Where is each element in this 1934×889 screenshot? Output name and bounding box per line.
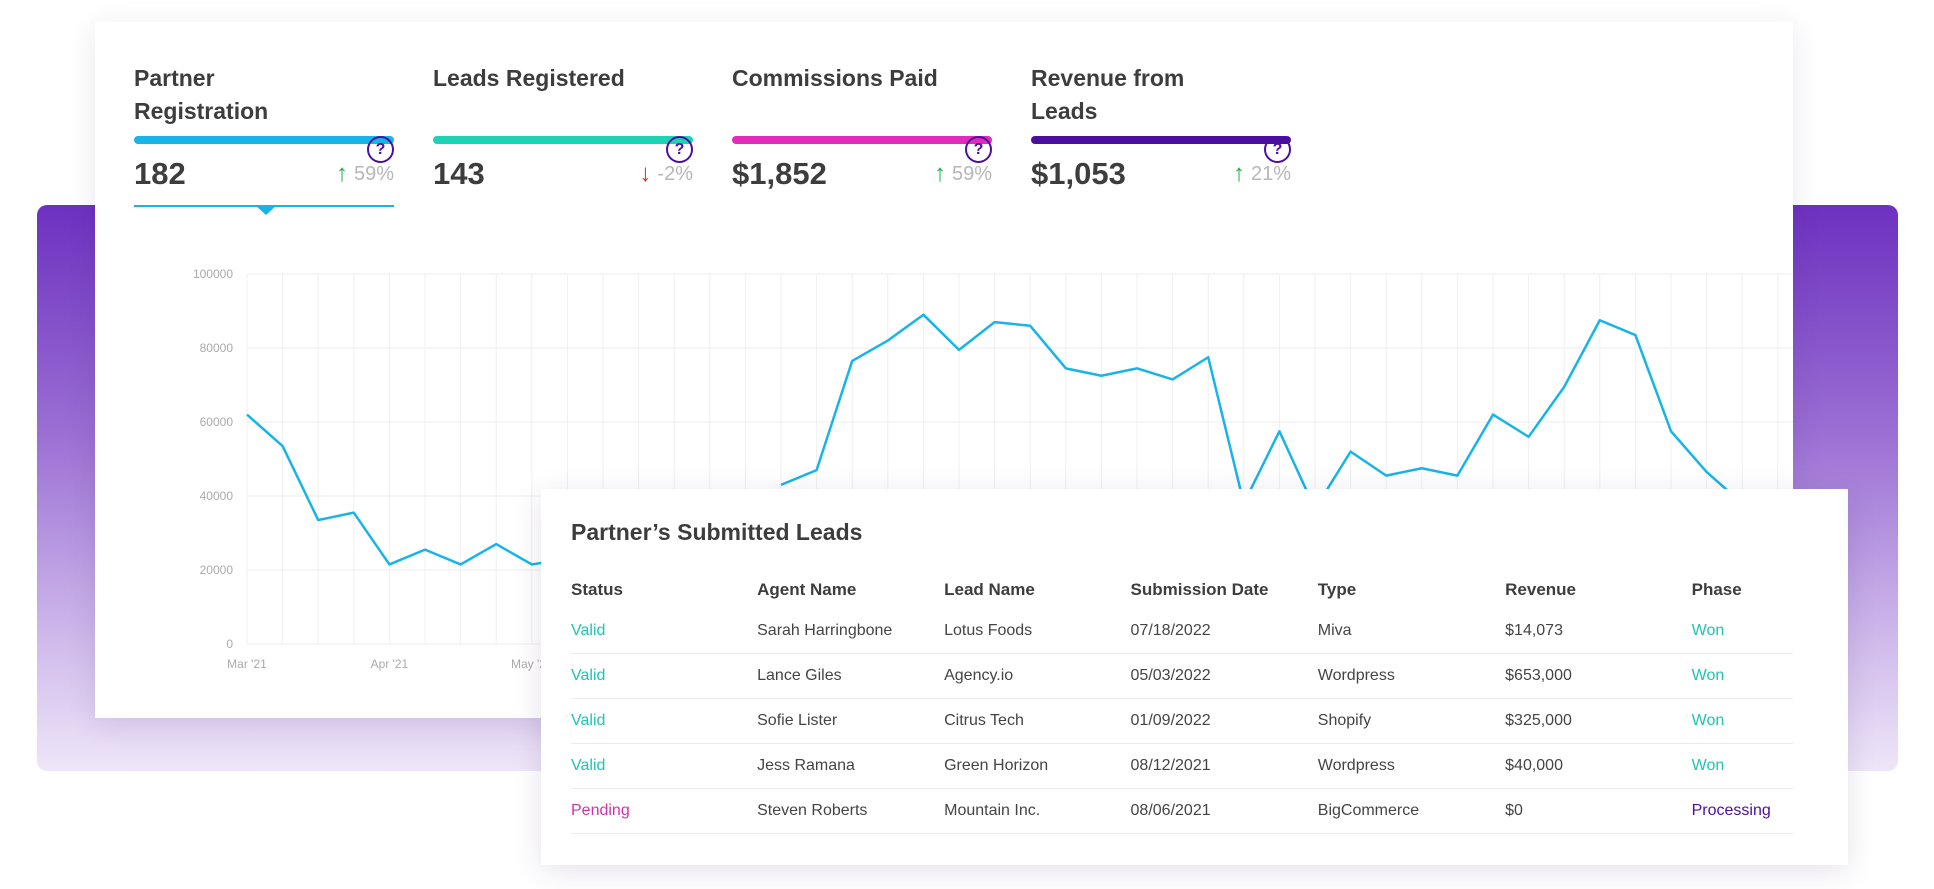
lead-name-cell: Mountain Inc. xyxy=(944,788,1131,834)
lead-name-cell: Lotus Foods xyxy=(944,609,1131,654)
agent-name-cell: Steven Roberts xyxy=(757,788,945,834)
submitted-leads-card: Partner’s Submitted Leads Status Agent N… xyxy=(541,489,1848,865)
lead-name-cell: Green Horizon xyxy=(944,743,1131,789)
revenue-cell: $14,073 xyxy=(1505,609,1692,654)
lead-name-cell: Citrus Tech xyxy=(944,698,1131,744)
phase-cell: Won xyxy=(1691,698,1793,744)
series-line xyxy=(780,313,1744,511)
phase-cell: Won xyxy=(1691,653,1793,699)
submission-date-cell: 08/06/2021 xyxy=(1130,788,1318,834)
submission-date-cell: 08/12/2021 xyxy=(1130,743,1318,789)
kpi-change: ↑ 21% xyxy=(1233,162,1291,186)
kpi-change: ↑ 59% xyxy=(934,162,992,186)
kpi-change-value: 59% xyxy=(353,162,394,185)
y-tick-label: 60000 xyxy=(200,415,234,429)
kpi-value: 143 xyxy=(433,156,485,191)
kpi-change: ↓ -2% xyxy=(639,162,693,186)
kpi-change-value: -2% xyxy=(657,162,693,185)
kpi-color-bar xyxy=(732,136,992,144)
kpi-title: Revenue from Leads xyxy=(1031,65,1185,124)
column-header-lead-name[interactable]: Lead Name xyxy=(944,580,1035,599)
y-tick-label: 20000 xyxy=(200,563,234,577)
submission-date-cell: 05/03/2022 xyxy=(1130,653,1318,699)
type-cell: Miva xyxy=(1317,609,1506,654)
column-header-agent-name[interactable]: Agent Name xyxy=(757,580,857,599)
agent-name-cell: Sofie Lister xyxy=(757,698,945,744)
leads-title: Partner’s Submitted Leads xyxy=(571,519,863,545)
kpi-value: $1,852 xyxy=(732,156,827,191)
revenue-cell: $0 xyxy=(1505,788,1692,834)
table-row[interactable]: Valid Sofie Lister Citrus Tech 01/09/202… xyxy=(571,698,1793,744)
column-header-type[interactable]: Type xyxy=(1317,580,1357,599)
kpi-title: Partner Registration xyxy=(134,65,269,124)
kpi-change-value: 21% xyxy=(1250,162,1291,185)
question-circle-icon[interactable]: ? xyxy=(965,136,992,163)
table-row[interactable]: Valid Lance Giles Agency.io 05/03/2022 W… xyxy=(571,653,1793,699)
kpi-leads-registered[interactable]: Leads Registered ? 143 ↓ -2% xyxy=(433,62,693,192)
status-cell: Valid xyxy=(571,743,758,789)
agent-name-cell: Sarah Harringbone xyxy=(757,609,945,654)
table-row[interactable]: Valid Sarah Harringbone Lotus Foods 07/1… xyxy=(571,609,1793,654)
revenue-cell: $40,000 xyxy=(1505,743,1692,789)
kpi-change: ↑ 59% xyxy=(336,162,394,186)
kpi-change-value: 59% xyxy=(951,162,992,185)
kpi-color-bar xyxy=(134,136,394,144)
caret-down-icon xyxy=(255,205,277,215)
table-row[interactable]: Pending Steven Roberts Mountain Inc. 08/… xyxy=(571,788,1793,834)
y-tick-label: 80000 xyxy=(200,341,234,355)
leads-table: Status Agent Name Lead Name Submission D… xyxy=(571,571,1793,834)
y-tick-label: 0 xyxy=(226,637,233,651)
kpi-value: 182 xyxy=(134,156,186,191)
kpi-title: Commissions Paid xyxy=(732,65,938,91)
question-circle-icon[interactable]: ? xyxy=(1264,136,1291,163)
status-cell: Pending xyxy=(571,788,758,834)
type-cell: Wordpress xyxy=(1317,743,1506,789)
lead-name-cell: Agency.io xyxy=(944,653,1131,699)
status-cell: Valid xyxy=(571,653,758,699)
revenue-cell: $325,000 xyxy=(1505,698,1692,744)
table-row[interactable]: Valid Jess Ramana Green Horizon 08/12/20… xyxy=(571,743,1793,789)
table-header-row: Status Agent Name Lead Name Submission D… xyxy=(571,571,1793,609)
submission-date-cell: 07/18/2022 xyxy=(1130,609,1318,654)
column-header-submission-date[interactable]: Submission Date xyxy=(1130,580,1269,599)
submission-date-cell: 01/09/2022 xyxy=(1130,698,1318,744)
arrow-up-icon: ↑ xyxy=(933,160,946,187)
question-circle-icon[interactable]: ? xyxy=(367,136,394,163)
y-tick-label: 40000 xyxy=(200,489,234,503)
arrow-up-icon: ↑ xyxy=(335,160,348,187)
status-cell: Valid xyxy=(571,609,758,654)
line-chart: 0 20000 40000 60000 80000 100000 Mar '21 Apr '2… xyxy=(193,267,1793,671)
x-tick-label: Mar '21 xyxy=(227,657,267,671)
kpi-value: $1,053 xyxy=(1031,156,1126,191)
y-tick-label: 100000 xyxy=(193,267,233,281)
phase-cell: Won xyxy=(1691,609,1793,654)
series-line xyxy=(246,413,568,566)
column-header-phase[interactable]: Phase xyxy=(1691,580,1742,599)
status-cell: Valid xyxy=(571,698,758,744)
agent-name-cell: Jess Ramana xyxy=(757,743,945,789)
kpi-revenue-from-leads[interactable]: Revenue from Leads ? $1,053 ↑ 21% xyxy=(1031,62,1291,192)
arrow-up-icon: ↑ xyxy=(1232,160,1245,187)
kpi-color-bar xyxy=(433,136,693,144)
agent-name-cell: Lance Giles xyxy=(757,653,945,699)
phase-cell: Won xyxy=(1691,743,1793,789)
column-header-status[interactable]: Status xyxy=(571,580,623,599)
kpi-title: Leads Registered xyxy=(433,65,625,91)
kpi-commissions-paid[interactable]: Commissions Paid ? $1,852 ↑ 59% xyxy=(732,62,992,192)
revenue-cell: $653,000 xyxy=(1505,653,1692,699)
phase-cell: Processing xyxy=(1691,788,1793,834)
arrow-down-icon: ↓ xyxy=(639,160,652,187)
kpi-partner-registration[interactable]: Partner Registration ? 182 ↑ 59% xyxy=(134,62,394,192)
type-cell: Shopify xyxy=(1317,698,1506,744)
x-tick-label: Apr '21 xyxy=(371,657,409,671)
column-header-revenue[interactable]: Revenue xyxy=(1505,580,1577,599)
type-cell: BigCommerce xyxy=(1317,788,1506,834)
type-cell: Wordpress xyxy=(1317,653,1506,699)
kpi-color-bar xyxy=(1031,136,1291,144)
question-circle-icon[interactable]: ? xyxy=(666,136,693,163)
